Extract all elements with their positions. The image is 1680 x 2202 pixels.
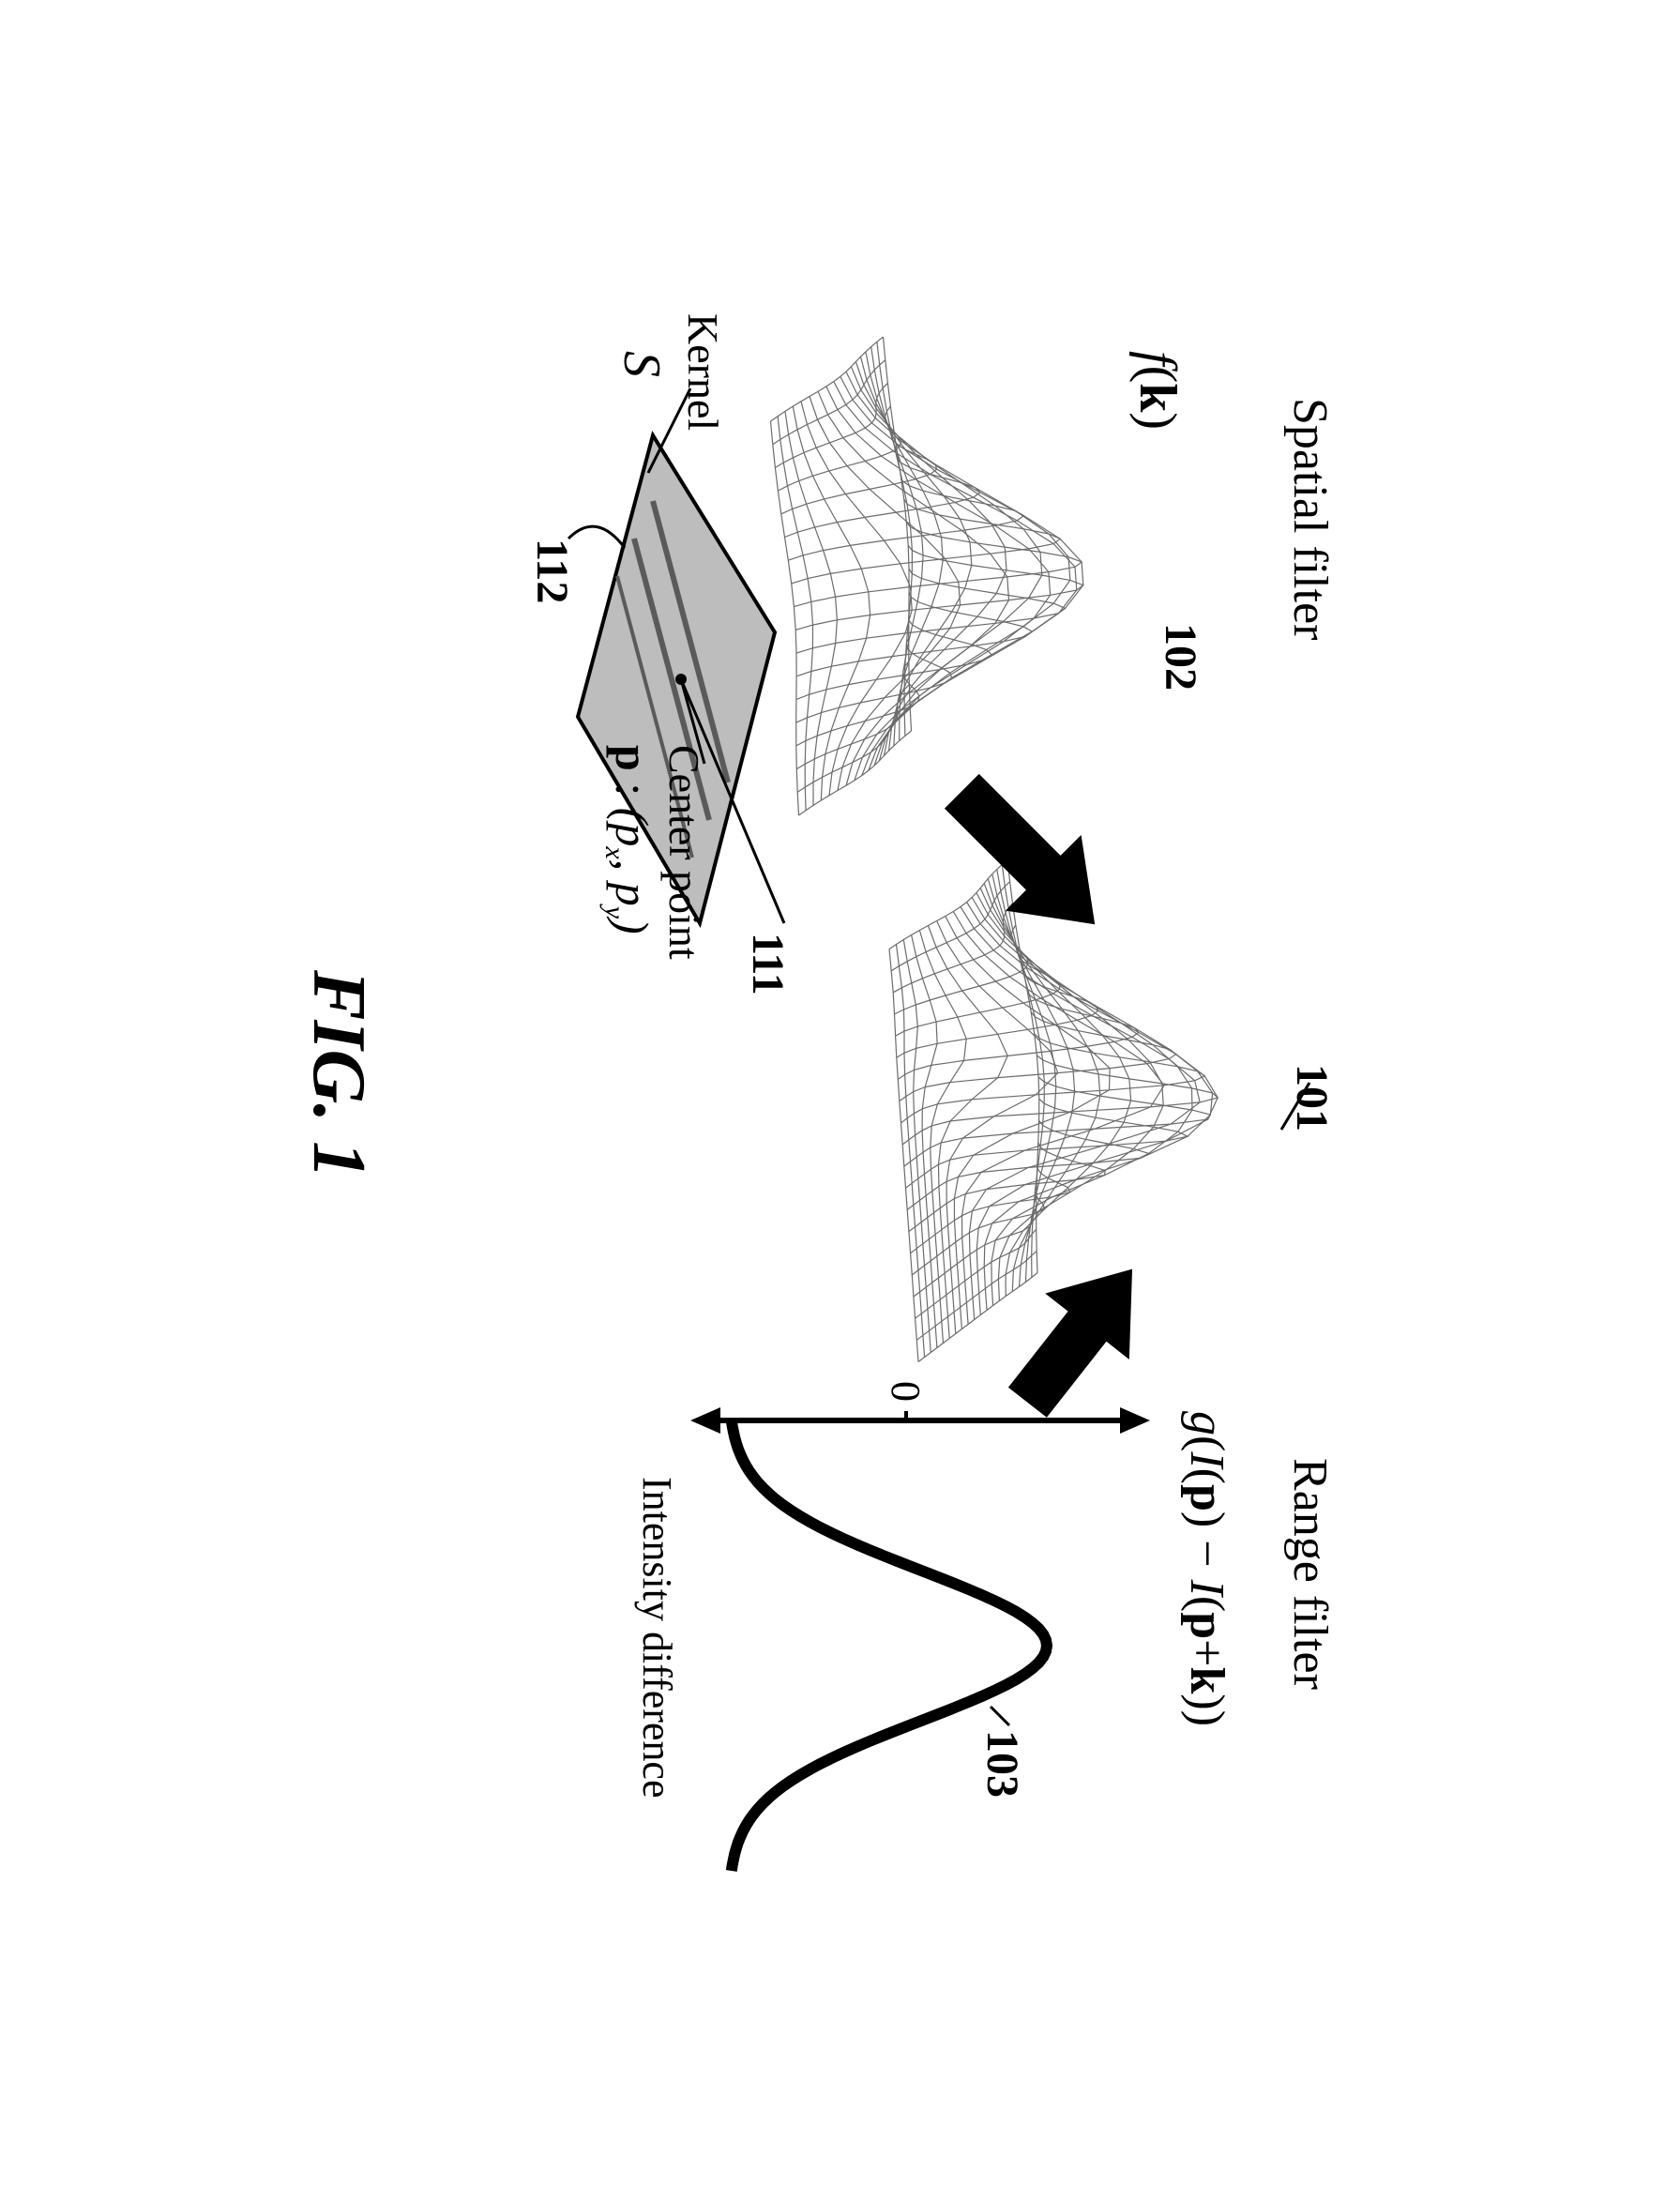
figure-caption: FIG. 1 (295, 970, 381, 1178)
gaussian-curve (731, 1420, 1046, 1871)
range-y-zero: 0 (882, 1381, 930, 1402)
figure-container: Spatial filter f(k) 102 Kernel S Center … (278, 257, 1403, 1946)
range-x-label: Intensity difference (633, 1477, 681, 1798)
range-plot (278, 257, 1403, 1946)
range-y-arrowhead-down (690, 1407, 720, 1434)
leader-103 (991, 1707, 1009, 1725)
range-y-arrowhead-up (1120, 1407, 1150, 1434)
